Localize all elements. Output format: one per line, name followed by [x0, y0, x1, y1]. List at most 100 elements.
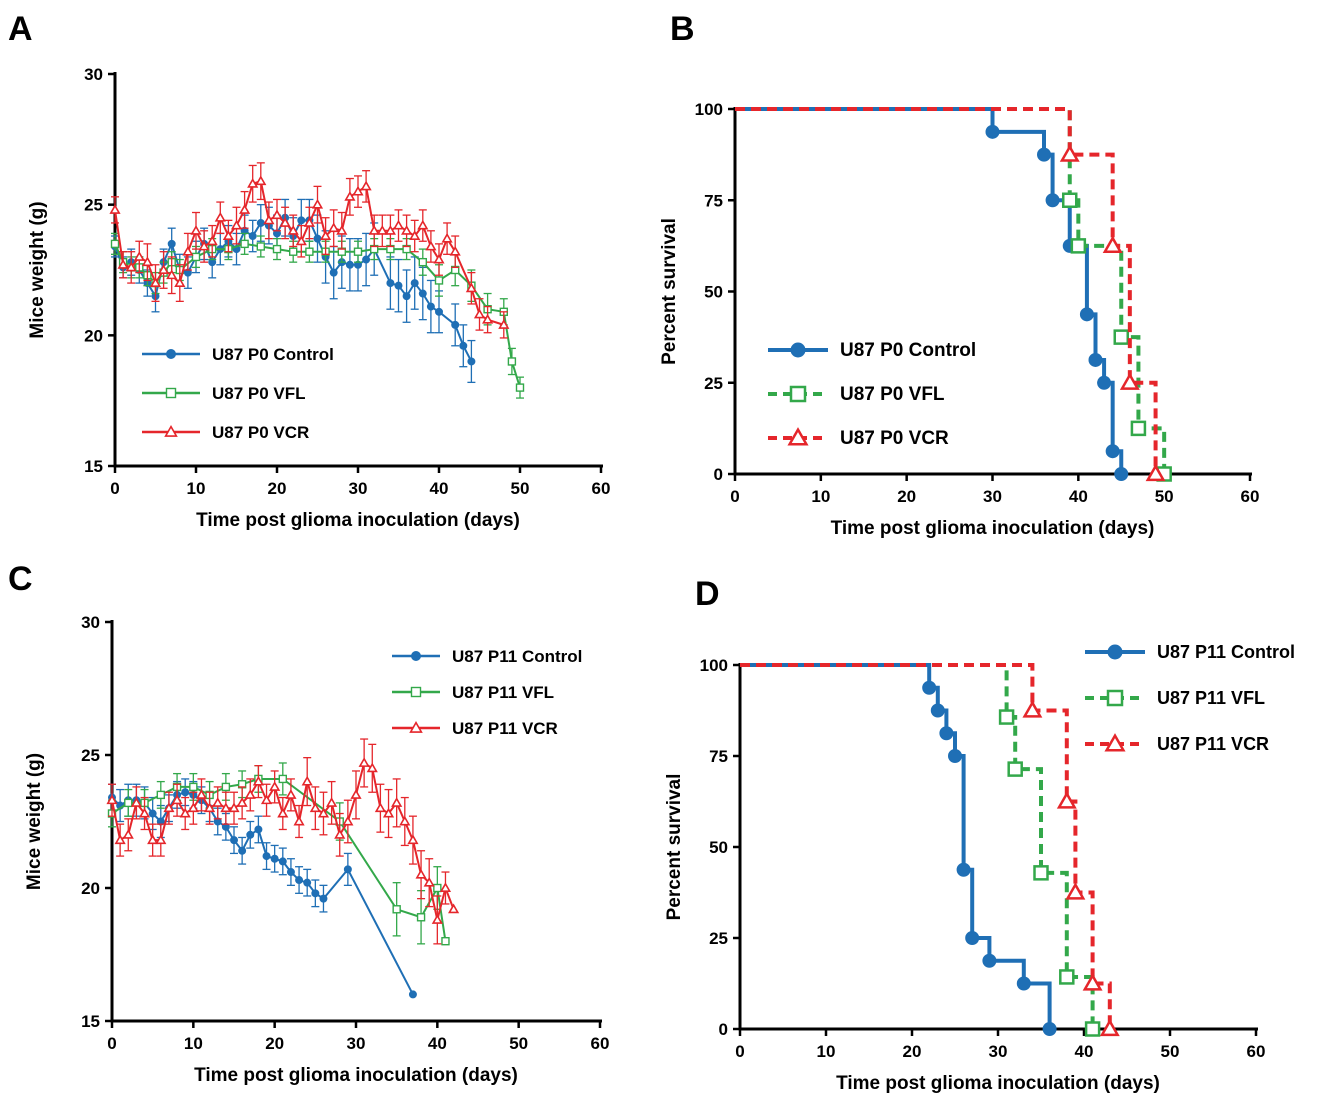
- y-tick-label: 100: [695, 100, 723, 119]
- data-point: [272, 244, 282, 254]
- legend-label: U87 P0 VFL: [212, 384, 306, 403]
- data-point: [391, 797, 403, 807]
- data-point: [167, 239, 176, 248]
- data-point: [204, 802, 216, 813]
- x-tick-label: 30: [347, 1034, 366, 1053]
- data-point: [222, 230, 234, 240]
- x-tick-label: 20: [903, 1042, 922, 1061]
- legend-marker: [1104, 733, 1126, 752]
- data-point: [138, 807, 151, 818]
- data-point: [255, 175, 267, 186]
- series-vfl: [740, 663, 1101, 1037]
- data-point: [285, 789, 297, 799]
- data-point: [181, 788, 190, 797]
- y-tick-label: 50: [704, 283, 723, 302]
- data-point: [278, 774, 287, 784]
- data-point: [256, 218, 265, 227]
- data-point: [244, 789, 256, 799]
- data-point: [1113, 329, 1129, 345]
- data-point: [1033, 865, 1049, 881]
- data-point: [1022, 700, 1043, 718]
- data-point: [345, 260, 354, 269]
- data-point: [343, 865, 352, 874]
- data-point: [415, 868, 427, 879]
- data-point: [353, 247, 363, 256]
- x-tick-label: 60: [592, 479, 611, 498]
- data-point: [278, 857, 287, 866]
- data-point: [358, 757, 370, 767]
- data-point: [187, 802, 199, 813]
- x-tick-label: 20: [268, 479, 287, 498]
- legend: U87 P11 Control U87 P11 VFL U87 P11 VCR: [1085, 642, 1295, 754]
- y-tick-label: 50: [709, 838, 728, 857]
- data-point: [449, 245, 461, 256]
- y-tick-label: 75: [709, 747, 728, 766]
- x-tick-label: 0: [735, 1042, 744, 1061]
- data-point: [1114, 467, 1129, 481]
- data-point: [416, 913, 426, 922]
- data-point: [198, 240, 210, 251]
- data-point: [328, 222, 340, 233]
- data-point: [109, 204, 121, 214]
- data-point: [295, 876, 304, 885]
- survival-curve: [740, 663, 1112, 1029]
- panel-d: D 0 10 20 30 40 50 60 0 25 50 75 100 Time post glioma…: [664, 575, 1295, 1094]
- data-point: [433, 253, 445, 264]
- data-point: [106, 794, 118, 805]
- data-point: [1102, 235, 1123, 253]
- data-point: [239, 204, 251, 214]
- data-point: [465, 282, 477, 293]
- x-tick-label: 10: [187, 479, 206, 498]
- data-point: [238, 846, 247, 855]
- y-tick-label: 25: [81, 746, 100, 765]
- data-point: [1007, 761, 1023, 777]
- data-point: [982, 953, 997, 968]
- legend: U87 P11 Control U87 P11 VFL U87 P11 VCR: [392, 647, 582, 738]
- data-point: [305, 247, 314, 256]
- legend-label: U87 P0 VCR: [212, 423, 309, 442]
- legend-label: U87 P0 Control: [840, 340, 976, 361]
- y-tick-label: 100: [700, 656, 728, 675]
- data-point: [965, 931, 980, 945]
- x-axis-label: Time post glioma inoculation (days): [831, 518, 1155, 539]
- data-point: [1037, 147, 1051, 162]
- data-point: [248, 232, 257, 241]
- y-tick-label: 30: [84, 65, 103, 84]
- data-point: [182, 245, 194, 256]
- y-axis-label: Percent survival: [664, 774, 685, 921]
- x-tick-label: 60: [1241, 487, 1260, 506]
- data-point: [122, 828, 134, 839]
- data-point: [448, 903, 460, 914]
- y-tick-label: 25: [709, 929, 728, 948]
- data-point: [269, 781, 281, 791]
- data-point: [366, 762, 378, 773]
- data-point: [247, 177, 259, 188]
- y-tick-label: 75: [704, 191, 723, 210]
- data-point: [271, 209, 283, 220]
- data-point: [507, 357, 517, 366]
- data-point: [147, 834, 159, 845]
- data-point: [303, 217, 315, 227]
- data-point: [206, 235, 218, 246]
- y-tick-label: 25: [704, 374, 723, 393]
- data-point: [1062, 192, 1078, 208]
- data-point: [418, 257, 427, 267]
- data-point: [1079, 307, 1094, 322]
- data-point: [220, 802, 232, 813]
- data-point: [1130, 420, 1147, 437]
- data-point: [166, 269, 178, 280]
- data-point: [289, 247, 298, 256]
- x-tick-label: 0: [107, 1034, 116, 1053]
- data-point: [922, 680, 937, 695]
- series-vfl: [735, 107, 1172, 482]
- data-point: [1070, 238, 1087, 254]
- survival-curve: [735, 107, 1158, 474]
- data-point: [482, 313, 494, 324]
- x-tick-label: 0: [730, 487, 739, 506]
- data-point: [417, 219, 429, 230]
- x-axis-label: Time post glioma inoculation (days): [836, 1073, 1160, 1094]
- x-tick-label: 40: [430, 479, 449, 498]
- data-point: [1097, 375, 1112, 390]
- panel-label: D: [695, 575, 720, 613]
